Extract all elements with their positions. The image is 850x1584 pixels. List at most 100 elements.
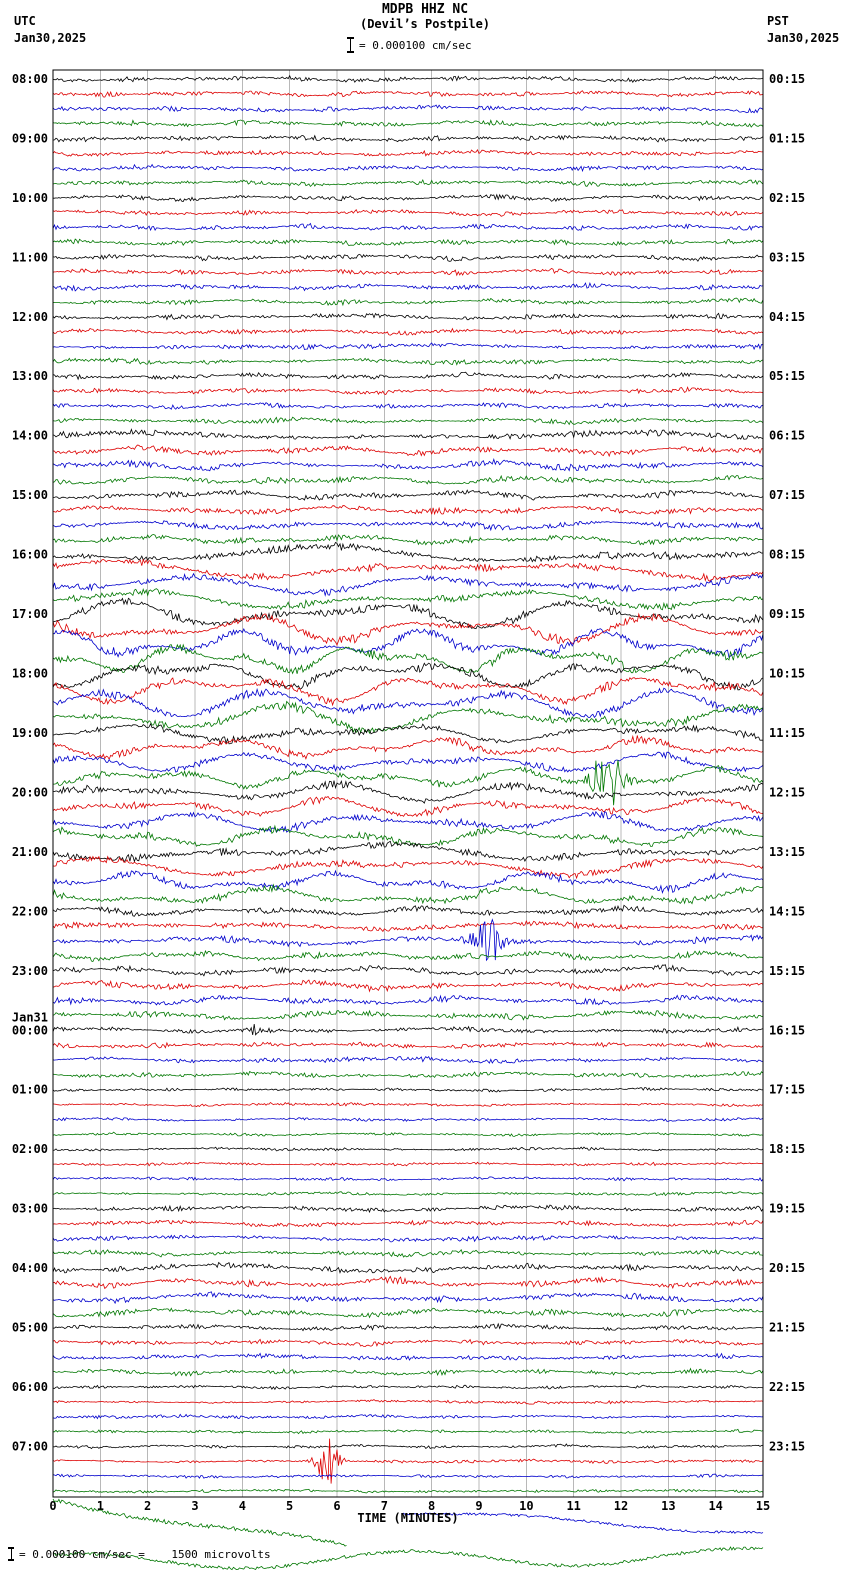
seismo-trace bbox=[52, 148, 763, 157]
seismo-trace bbox=[52, 74, 764, 83]
seismo-trace bbox=[52, 1399, 764, 1405]
seismo-trace bbox=[52, 588, 764, 611]
seismo-trace bbox=[52, 457, 764, 472]
seismo-trace bbox=[53, 779, 764, 804]
utc-hour-label: 15:00 bbox=[12, 488, 48, 502]
utc-date-label: Jan30,2025 bbox=[14, 31, 87, 45]
pst-hour-label: 04:15 bbox=[769, 310, 805, 324]
plot-border bbox=[52, 69, 764, 1498]
utc-hour-label: 06:00 bbox=[12, 1380, 48, 1394]
seismo-trace bbox=[52, 722, 763, 746]
seismo-trace bbox=[52, 1367, 764, 1377]
seismo-trace bbox=[52, 677, 764, 707]
seismo-trace bbox=[52, 1219, 764, 1228]
utc-hour-label: 20:00 bbox=[12, 785, 48, 799]
utc-hour-label: 08:00 bbox=[12, 72, 48, 86]
seismo-trace bbox=[52, 1307, 764, 1319]
pst-hour-label: 21:15 bbox=[769, 1321, 805, 1335]
utc-hour-label: 22:00 bbox=[12, 904, 48, 918]
seismo-trace bbox=[52, 700, 764, 735]
utc-hour-label: 07:00 bbox=[12, 1439, 48, 1453]
seismo-trace bbox=[52, 687, 764, 719]
seismo-trace bbox=[53, 628, 764, 659]
x-tick-label: 11 bbox=[566, 1499, 580, 1513]
pst-hour-label: 03:15 bbox=[769, 250, 805, 264]
pst-hour-label: 13:15 bbox=[769, 845, 805, 859]
date-break-label: Jan31 bbox=[12, 1010, 48, 1024]
utc-hour-label: 09:00 bbox=[12, 131, 48, 145]
seismo-trace bbox=[53, 1428, 764, 1435]
seismo-trace bbox=[52, 558, 764, 582]
x-tick-label: 14 bbox=[708, 1499, 722, 1513]
pst-hour-label: 22:15 bbox=[769, 1380, 805, 1394]
pst-hour-label: 10:15 bbox=[769, 667, 805, 681]
seismo-trace bbox=[52, 612, 764, 647]
seismo-trace bbox=[52, 541, 764, 563]
utc-hour-label: 00:00 bbox=[12, 1023, 48, 1037]
scale-readout: = 0.000100 cm/sec bbox=[347, 37, 472, 53]
seismo-trace bbox=[52, 1443, 764, 1450]
seismo-trace bbox=[53, 760, 764, 806]
seismo-trace bbox=[52, 134, 764, 143]
pst-hour-label: 15:15 bbox=[769, 964, 805, 978]
seismo-trace bbox=[52, 179, 764, 188]
x-tick-label: 1 bbox=[97, 1499, 104, 1513]
utc-hour-label: 21:00 bbox=[12, 845, 48, 859]
seismo-trace bbox=[52, 222, 764, 232]
utc-hour-label: 02:00 bbox=[12, 1142, 48, 1156]
seismo-trace bbox=[52, 964, 764, 977]
utc-timezone-label: UTC bbox=[14, 14, 36, 28]
seismo-trace bbox=[52, 1352, 764, 1361]
x-tick-label: 3 bbox=[191, 1499, 198, 1513]
seismo-trace bbox=[52, 444, 764, 458]
seismo-trace bbox=[52, 342, 764, 351]
pst-date-label: Jan30,2025 bbox=[767, 31, 840, 45]
seismo-trace bbox=[52, 824, 764, 847]
utc-hour-label: 16:00 bbox=[12, 548, 48, 562]
seismo-trace bbox=[52, 474, 764, 485]
utc-hour-label: 19:00 bbox=[12, 726, 48, 740]
seismo-trace bbox=[52, 1101, 764, 1108]
utc-hour-label: 18:00 bbox=[12, 667, 48, 681]
pst-hour-label: 19:15 bbox=[769, 1202, 805, 1216]
scale-footnote-text: = 0.000100 cm/sec = 1500 microvolts bbox=[19, 1547, 271, 1561]
scale-bar-icon bbox=[347, 37, 354, 53]
seismo-trace bbox=[52, 1338, 764, 1348]
seismo-trace bbox=[52, 1191, 764, 1197]
x-tick-label: 15 bbox=[756, 1499, 770, 1513]
seismo-trace bbox=[52, 1009, 764, 1021]
scale-bar-icon bbox=[8, 1547, 14, 1561]
seismo-trace bbox=[52, 357, 764, 366]
seismo-trace bbox=[52, 1070, 764, 1079]
seismo-trace bbox=[52, 1261, 764, 1274]
seismo-trace bbox=[52, 371, 764, 381]
seismo-trace bbox=[52, 1488, 764, 1494]
seismo-trace bbox=[52, 904, 764, 917]
seismo-trace bbox=[52, 416, 764, 426]
utc-hour-label: 01:00 bbox=[12, 1083, 48, 1097]
seismo-trace bbox=[52, 1413, 764, 1420]
seismo-trace bbox=[52, 386, 764, 395]
pst-hour-label: 00:15 bbox=[769, 72, 805, 86]
seismo-trace bbox=[53, 1161, 764, 1167]
seismo-trace bbox=[52, 1473, 764, 1479]
seismo-trace bbox=[52, 643, 764, 675]
seismo-trace bbox=[52, 1384, 764, 1391]
utc-hour-label: 23:00 bbox=[12, 964, 48, 978]
pst-hour-label: 23:15 bbox=[769, 1439, 805, 1453]
seismo-trace bbox=[52, 489, 764, 501]
pst-hour-label: 11:15 bbox=[769, 726, 805, 740]
seismo-trace bbox=[52, 1131, 764, 1137]
x-tick-label: 9 bbox=[475, 1499, 482, 1513]
pst-hour-label: 09:15 bbox=[769, 607, 805, 621]
station-title: MDPB HHZ NC bbox=[381, 2, 469, 17]
seismo-trace bbox=[52, 1249, 764, 1258]
overflow-trace bbox=[52, 1546, 764, 1571]
pst-hour-label: 17:15 bbox=[769, 1083, 805, 1097]
seismo-trace bbox=[52, 1176, 764, 1182]
seismo-trace bbox=[52, 1322, 764, 1332]
seismo-trace bbox=[52, 1275, 764, 1290]
x-tick-label: 6 bbox=[333, 1499, 340, 1513]
seismo-trace bbox=[52, 534, 763, 546]
